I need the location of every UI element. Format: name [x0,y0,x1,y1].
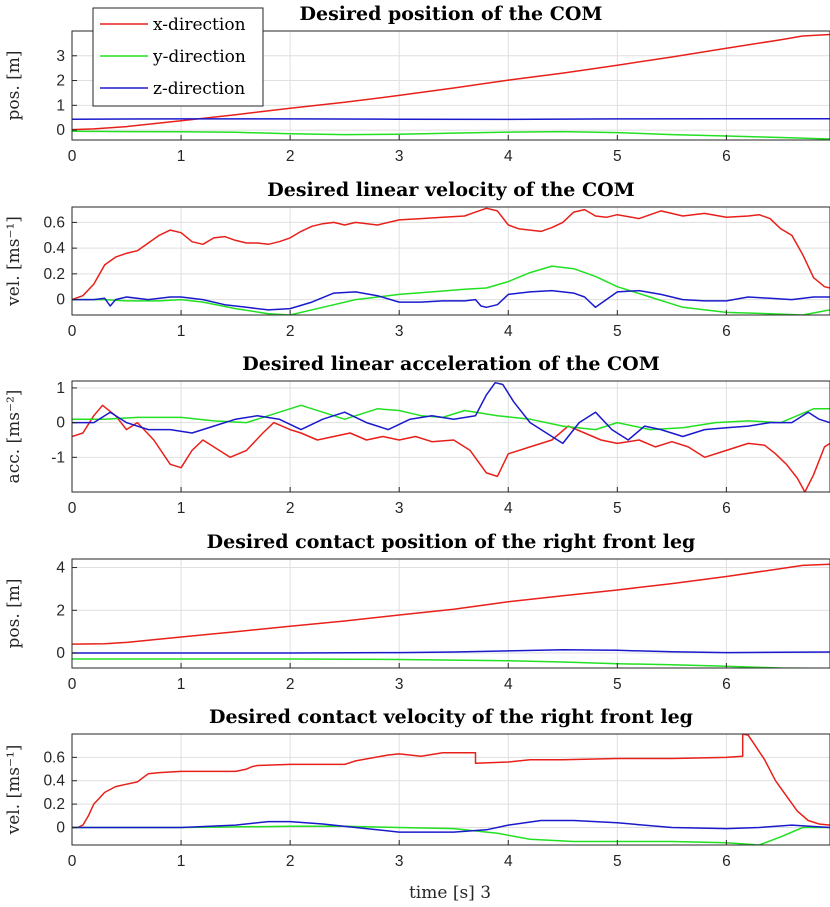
y-tick-label: 1 [56,380,65,397]
series-line-y [72,658,830,668]
series-line-x [72,404,830,492]
x-tick-label: 5 [613,853,622,870]
x-tick-label: 4 [504,323,513,340]
x-tick-label: 0 [68,500,77,517]
chart-title: Desired position of the COM [300,3,603,25]
chart-title: Desired linear acceleration of the COM [242,353,659,375]
legend-label-y: y-direction [152,47,246,67]
x-tick-label: 6 [722,500,731,517]
x-tick-label: 4 [504,676,513,693]
subplot-5: 0 1 2 3 4 5 6 0 0.2 0.4 0.6 Desired contact velocit… [4,706,830,870]
subplots: 0 1 2 3 4 5 6 0 1 2 3 Desired position of the COM po… [4,3,830,870]
x-tick-label: 2 [286,148,295,165]
axes-box [71,380,830,493]
subplot-4: 0 1 2 3 4 5 6 0 2 4 Desired contact position of th… [4,531,830,693]
x-axis-label: time [s] 3 [409,883,491,903]
x-tick-label: 3 [395,323,404,340]
axes-box [71,206,830,316]
x-tick-label: 1 [177,148,186,165]
subplot-3: 0 1 2 3 4 5 6 -1 0 1 Desired linear acceleration o… [4,353,830,517]
series-group [72,563,830,668]
chart-title: Desired contact position of the right fr… [207,531,696,553]
series-line-x [72,33,830,131]
x-tick-label: 6 [722,853,731,870]
y-tick-label: 0 [56,415,65,432]
y-tick-label: 0.2 [43,796,65,813]
y-axis-label: pos. [m] [4,50,24,120]
chart-title: Desired contact velocity of the right fr… [209,706,693,728]
series-line-z [72,819,830,833]
x-tick-label: 1 [177,676,186,693]
y-tick-label: 0.4 [43,773,65,790]
series-group [72,33,830,140]
series-line-z [72,649,830,654]
series-line-x [72,207,830,301]
series-group [72,381,830,492]
subplot-2: 0 1 2 3 4 5 6 0 0.2 0.4 0.6 Desired linear velocity… [4,179,830,340]
x-tick-label: 2 [286,500,295,517]
series-line-y [72,825,830,845]
x-tick-label: 0 [68,676,77,693]
x-tick-label: 3 [395,676,404,693]
x-tick-label: 4 [504,500,513,517]
series-line-z [72,381,830,445]
y-tick-label: 2 [56,73,65,90]
legend-label-x: x-direction [153,15,246,35]
y-tick-label: 0 [56,292,65,309]
x-tick-label: 0 [68,148,77,165]
x-tick-label: 1 [177,853,186,870]
y-tick-label: 2 [56,602,65,619]
x-tick-label: 6 [722,148,731,165]
y-tick-label: 1 [56,97,65,114]
x-tick-label: 5 [613,500,622,517]
x-tick-label: 0 [68,853,77,870]
y-tick-label: 0 [56,645,65,662]
legend: x-direction y-direction z-direction [92,7,264,107]
axes-box [71,30,830,141]
x-tick-label: 2 [286,853,295,870]
x-tick-label: 4 [504,853,513,870]
series-group [72,207,830,315]
legend-label-z: z-direction [153,79,245,99]
x-tick-label: 1 [177,500,186,517]
y-tick-label: -1 [51,449,65,466]
x-tick-label: 1 [177,323,186,340]
series-line-z [72,289,830,311]
x-tick-label: 2 [286,323,295,340]
y-tick-label: 0.6 [43,749,65,766]
x-tick-label: 3 [395,853,404,870]
y-tick-label: 0.4 [43,240,65,257]
y-axis-label: vel. [ms⁻¹] [4,745,24,836]
axes-box [71,558,830,669]
x-tick-label: 5 [613,323,622,340]
series-line-y [72,404,830,431]
x-tick-label: 6 [722,676,731,693]
x-tick-label: 3 [395,148,404,165]
x-tick-label: 0 [68,323,77,340]
series-line-x [72,734,830,829]
x-tick-label: 5 [613,676,622,693]
y-tick-label: 0.6 [43,214,65,231]
chart-title: Desired linear velocity of the COM [267,179,634,201]
y-tick-label: 0 [56,819,65,836]
x-tick-label: 5 [613,148,622,165]
x-tick-label: 3 [395,500,404,517]
x-tick-label: 4 [504,148,513,165]
series-line-x [72,563,830,645]
y-tick-label: 3 [56,48,65,65]
series-line-y [72,130,830,140]
y-axis-label: acc. [ms⁻²] [4,390,24,484]
y-tick-label: 4 [56,560,65,577]
y-tick-label: 0.2 [43,266,65,283]
x-tick-label: 6 [722,323,731,340]
y-axis-label: pos. [m] [4,578,24,648]
series-line-z [72,117,830,121]
series-group [72,734,830,845]
y-axis-label: vel. [ms⁻¹] [4,216,24,307]
series-line-y [72,265,830,315]
axes-box [71,733,830,846]
x-tick-label: 2 [286,676,295,693]
y-tick-label: 0 [56,122,65,139]
